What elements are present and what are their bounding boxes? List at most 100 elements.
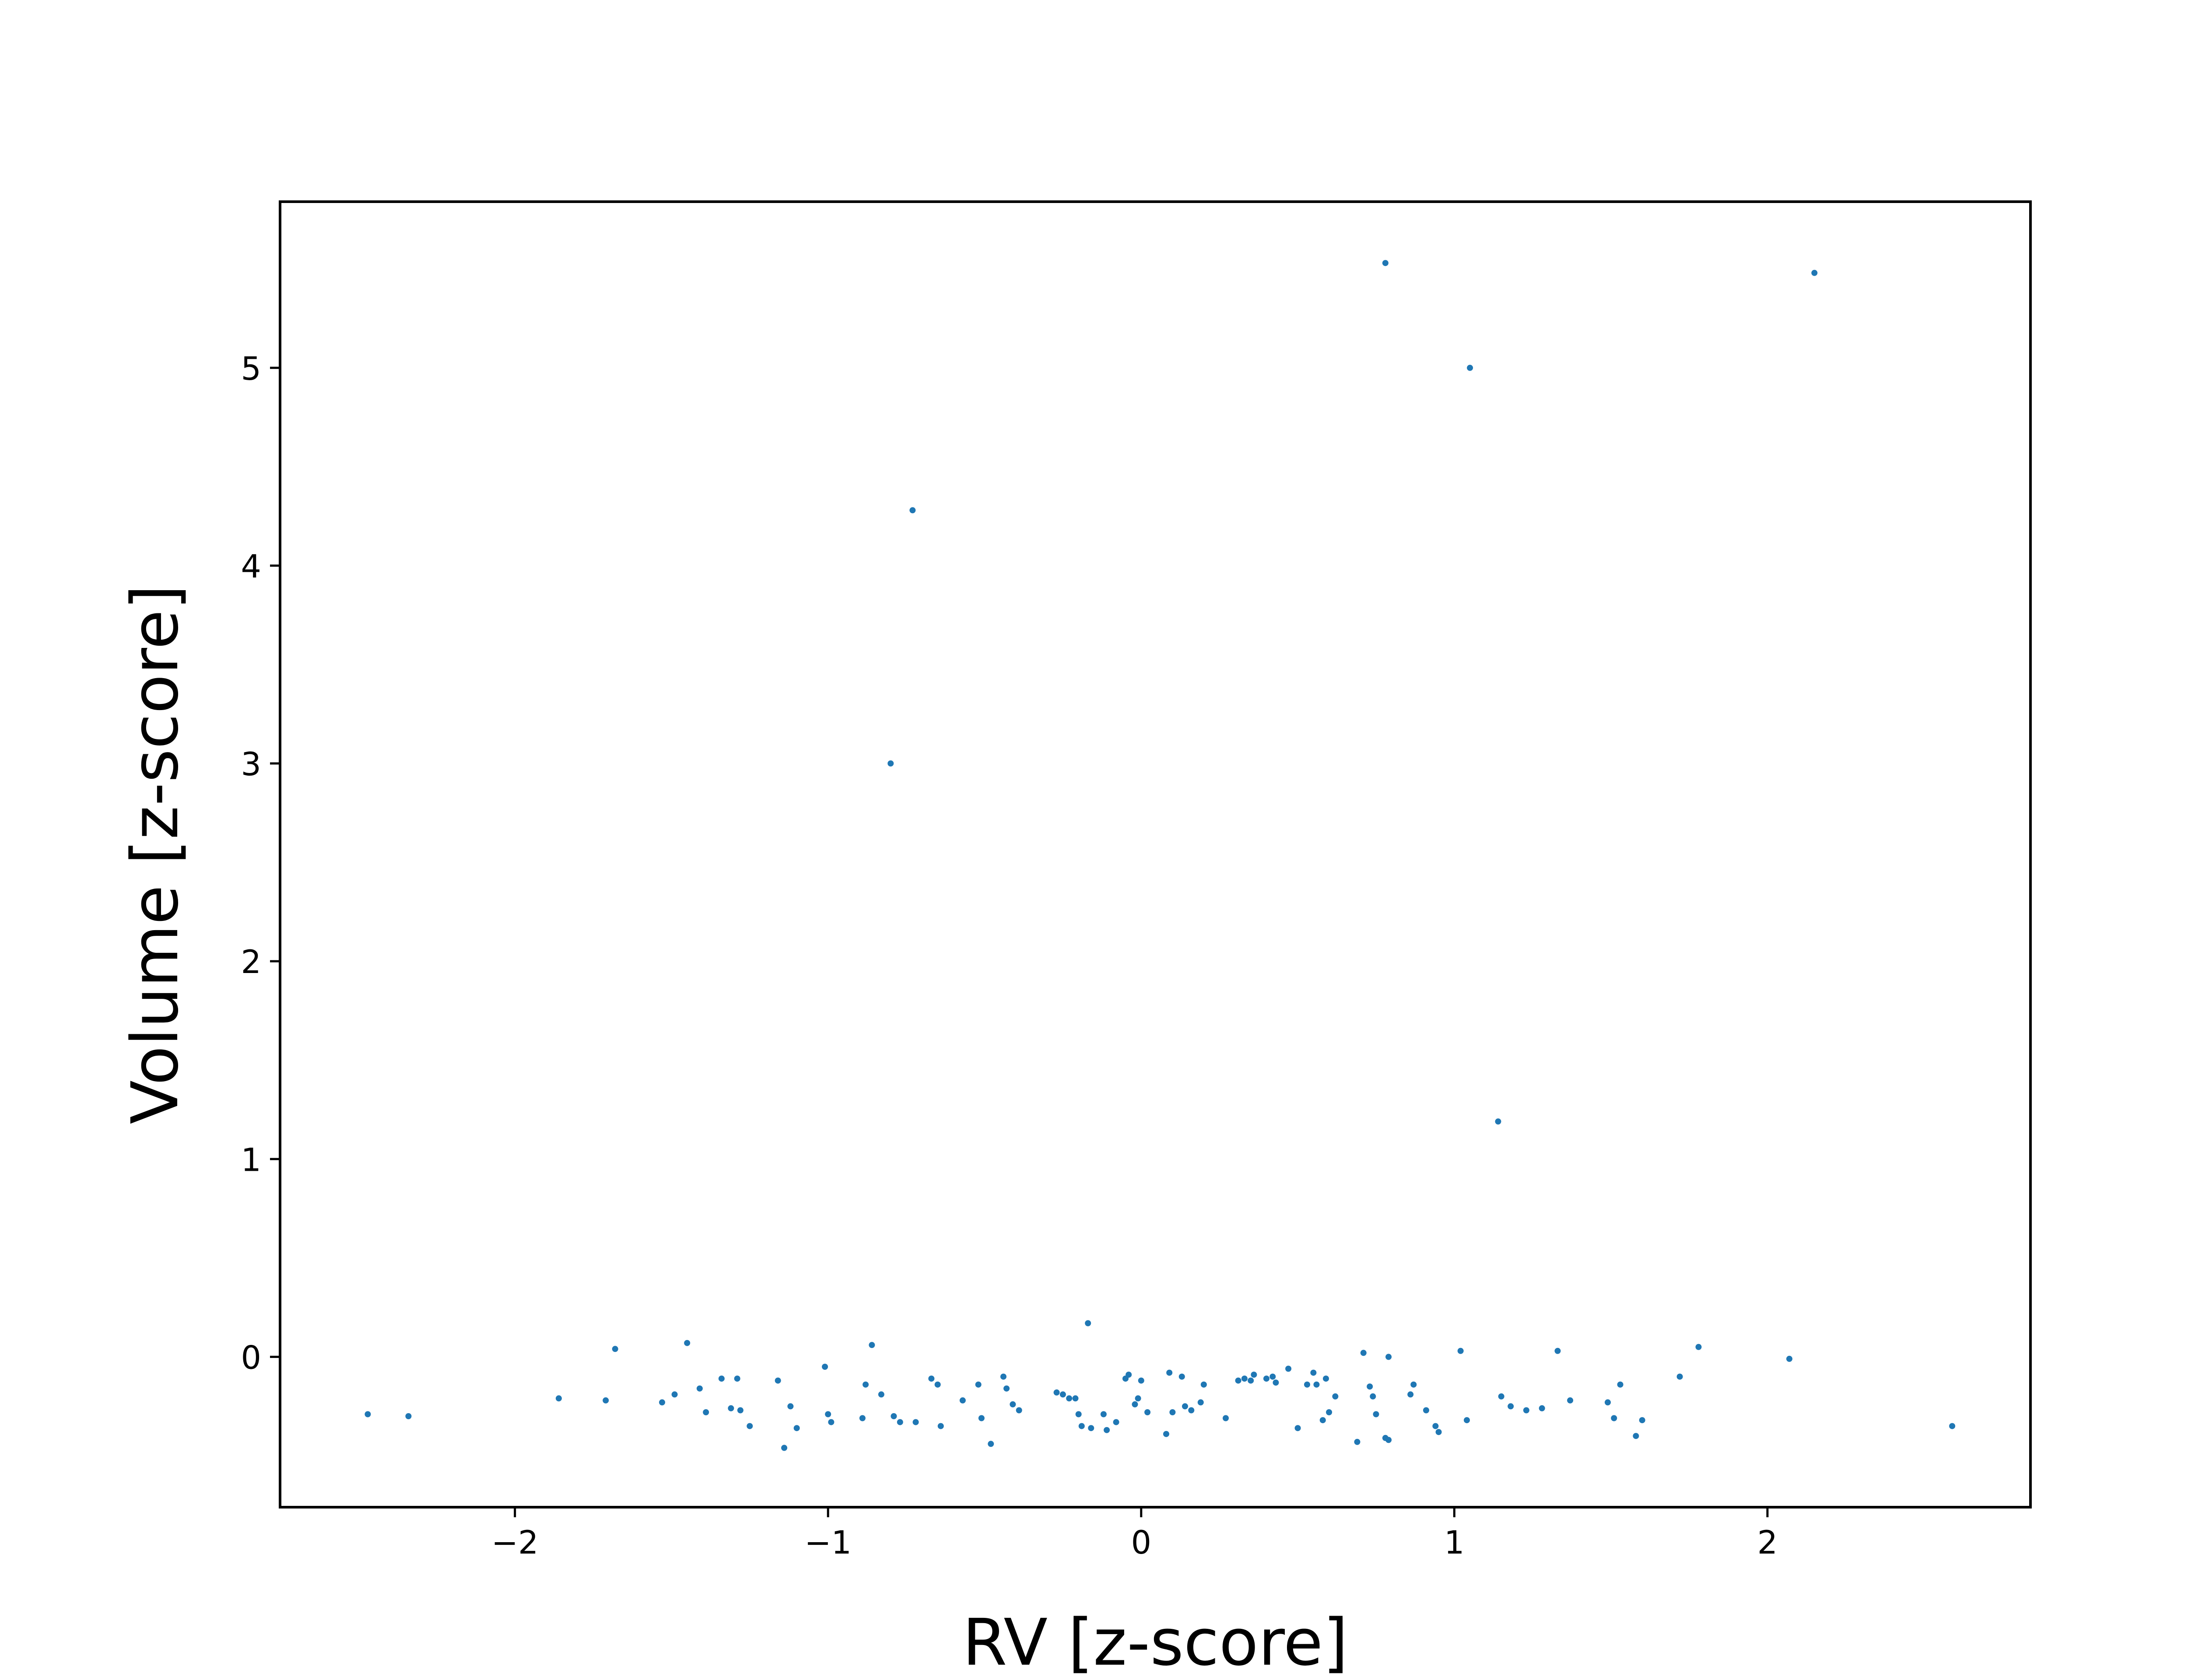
data-point <box>1113 1419 1119 1425</box>
data-point <box>1088 1425 1094 1432</box>
y-tick-label: 5 <box>241 350 261 388</box>
data-point <box>684 1340 691 1346</box>
y-tick-label: 2 <box>241 944 261 981</box>
data-point <box>1016 1407 1022 1414</box>
y-tick-label: 1 <box>241 1141 261 1179</box>
data-point <box>1003 1385 1010 1392</box>
data-point <box>1695 1344 1702 1350</box>
data-point <box>909 507 916 514</box>
data-point <box>822 1364 828 1370</box>
x-tick-label: −2 <box>491 1524 539 1561</box>
data-point <box>1263 1376 1269 1382</box>
data-point <box>734 1376 740 1382</box>
data-point <box>1200 1381 1207 1388</box>
data-point <box>1104 1427 1110 1433</box>
data-point <box>1633 1433 1639 1439</box>
data-point <box>1144 1409 1151 1415</box>
data-point <box>405 1413 412 1419</box>
data-point <box>728 1405 734 1411</box>
data-point <box>878 1391 884 1398</box>
y-tick-label: 4 <box>241 548 261 585</box>
x-axis-title: RV [z-score] <box>962 1605 1348 1680</box>
data-point <box>1508 1403 1514 1410</box>
data-point <box>912 1419 919 1425</box>
data-point <box>1435 1429 1442 1435</box>
data-point <box>1285 1365 1292 1372</box>
data-point <box>696 1385 703 1392</box>
data-point <box>1197 1399 1204 1406</box>
data-point <box>1100 1411 1107 1418</box>
data-point <box>937 1423 944 1429</box>
data-point <box>1385 1354 1392 1360</box>
data-point <box>1182 1403 1188 1410</box>
data-point <box>891 1413 897 1419</box>
data-point <box>1248 1377 1254 1384</box>
data-point <box>1138 1377 1144 1384</box>
data-point <box>1605 1399 1611 1406</box>
data-point <box>747 1423 753 1429</box>
data-point <box>1059 1391 1066 1398</box>
data-point <box>975 1381 982 1388</box>
data-point <box>1223 1415 1229 1421</box>
data-point <box>928 1376 935 1382</box>
data-point <box>978 1415 985 1421</box>
data-point <box>1367 1383 1373 1390</box>
data-point <box>781 1445 788 1451</box>
data-point <box>1407 1391 1414 1398</box>
data-point <box>1949 1423 1956 1429</box>
data-point <box>718 1376 725 1382</box>
data-point <box>1075 1411 1082 1418</box>
data-point <box>1135 1395 1141 1402</box>
data-point <box>1000 1373 1006 1380</box>
data-point <box>1085 1320 1091 1326</box>
data-point <box>1273 1379 1279 1386</box>
data-point <box>1811 270 1818 276</box>
data-point <box>863 1381 869 1388</box>
data-point <box>828 1419 835 1425</box>
data-point <box>1498 1393 1504 1400</box>
data-point <box>1495 1118 1501 1125</box>
data-point <box>959 1397 966 1404</box>
data-point <box>1313 1381 1320 1388</box>
y-tick-label: 3 <box>241 746 261 783</box>
data-point <box>1373 1411 1379 1418</box>
x-axis-ticks: −2 −1 0 1 2 <box>491 1507 1778 1561</box>
data-point <box>1786 1355 1792 1362</box>
data-point <box>1126 1372 1132 1378</box>
data-point <box>1676 1373 1683 1380</box>
x-tick-label: 0 <box>1131 1524 1151 1561</box>
data-point <box>1354 1438 1360 1445</box>
data-points <box>365 260 1956 1451</box>
data-point <box>1423 1407 1429 1414</box>
data-point <box>1467 364 1473 371</box>
data-point <box>603 1397 609 1404</box>
data-point <box>1554 1348 1561 1354</box>
data-point <box>1385 1437 1392 1443</box>
data-point <box>1294 1425 1301 1432</box>
data-point <box>612 1346 618 1352</box>
data-point <box>1251 1372 1257 1378</box>
data-point <box>1567 1397 1574 1404</box>
data-point <box>1166 1369 1173 1376</box>
data-point <box>1163 1431 1169 1437</box>
y-tick-label: 0 <box>241 1339 261 1376</box>
data-point <box>1432 1423 1439 1429</box>
data-point <box>1617 1381 1623 1388</box>
data-point <box>365 1411 371 1418</box>
x-tick-label: −1 <box>804 1524 852 1561</box>
data-point <box>869 1342 875 1348</box>
data-point <box>1464 1417 1470 1424</box>
data-point <box>1326 1409 1332 1415</box>
data-point <box>1078 1423 1085 1429</box>
plot-frame <box>279 200 2032 1508</box>
data-point <box>1323 1376 1329 1382</box>
data-point <box>1241 1376 1248 1382</box>
data-point <box>1523 1407 1529 1414</box>
data-point <box>787 1403 794 1410</box>
data-point <box>671 1391 678 1398</box>
data-point <box>555 1395 562 1402</box>
data-point <box>1410 1381 1417 1388</box>
data-point <box>737 1407 743 1414</box>
